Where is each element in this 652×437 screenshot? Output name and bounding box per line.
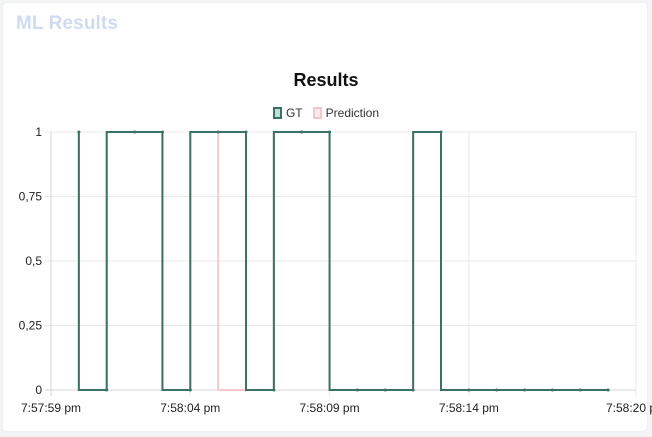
data-point-gt[interactable] bbox=[606, 388, 610, 392]
y-tick-label: 0,25 bbox=[19, 319, 43, 333]
data-point-gt[interactable] bbox=[578, 388, 582, 392]
page-title: ML Results bbox=[16, 13, 119, 34]
y-tick-label: 0,5 bbox=[25, 254, 42, 268]
legend-item-gt[interactable]: GT bbox=[272, 106, 303, 120]
chart-grid bbox=[45, 131, 637, 396]
legend-swatch-prediction bbox=[312, 107, 322, 119]
data-point-gt[interactable] bbox=[300, 130, 304, 134]
legend-label-prediction: Prediction bbox=[325, 106, 380, 120]
y-axis-ticks: 0 0,25 0,5 0,75 1 bbox=[19, 125, 43, 397]
data-point-gt[interactable] bbox=[105, 388, 109, 392]
chart-series bbox=[77, 130, 610, 392]
legend-item-prediction[interactable]: Prediction bbox=[312, 106, 380, 120]
data-point-gt[interactable] bbox=[328, 130, 332, 134]
results-card bbox=[3, 3, 647, 431]
data-point-gt[interactable] bbox=[188, 388, 192, 392]
y-tick-label: 0 bbox=[35, 383, 42, 397]
data-point-gt[interactable] bbox=[467, 388, 471, 392]
data-point-gt[interactable] bbox=[383, 388, 387, 392]
data-point-gt[interactable] bbox=[133, 130, 137, 134]
data-point-gt[interactable] bbox=[355, 388, 359, 392]
data-point-gt[interactable] bbox=[411, 388, 415, 392]
y-tick-label: 1 bbox=[35, 125, 42, 139]
legend-swatch-gt bbox=[272, 107, 282, 119]
data-point-gt[interactable] bbox=[272, 388, 276, 392]
chart-legend: GT Prediction bbox=[0, 106, 652, 120]
data-point-gt[interactable] bbox=[160, 130, 164, 134]
data-point-gt[interactable] bbox=[77, 130, 81, 134]
data-point-gt[interactable] bbox=[439, 130, 443, 134]
legend-label-gt: GT bbox=[285, 106, 303, 120]
x-tick-label: 7:58:04 pm bbox=[160, 401, 220, 415]
x-tick-label: 7:57:59 pm bbox=[21, 401, 81, 415]
chart-title: Results bbox=[293, 70, 359, 90]
data-point-gt[interactable] bbox=[216, 130, 220, 134]
data-point-gt[interactable] bbox=[550, 388, 554, 392]
x-tick-label: 7:58:09 pm bbox=[300, 401, 360, 415]
x-tick-label: 7:58:14 pm bbox=[439, 401, 499, 415]
data-point-gt[interactable] bbox=[244, 130, 248, 134]
y-tick-label: 0,75 bbox=[19, 190, 43, 204]
data-point-gt[interactable] bbox=[523, 388, 527, 392]
data-point-gt[interactable] bbox=[495, 388, 499, 392]
x-tick-label: 7:58:20 pm bbox=[606, 401, 652, 415]
x-axis-ticks: 7:57:59 pm 7:58:04 pm 7:58:09 pm 7:58:14 pm… bbox=[21, 401, 652, 415]
